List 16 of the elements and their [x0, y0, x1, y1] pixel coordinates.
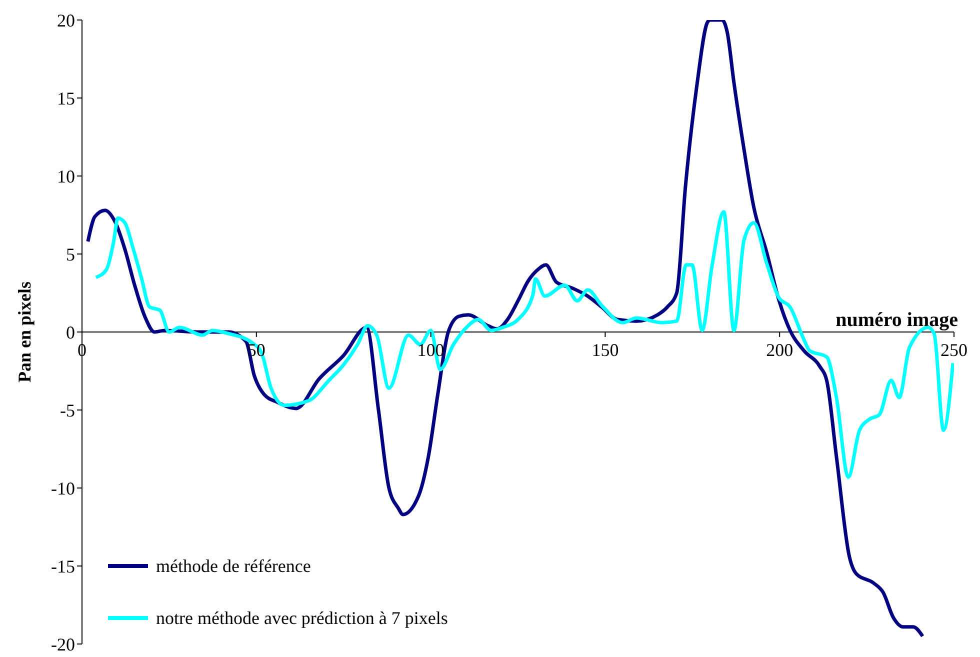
x-tick-label: 250	[940, 340, 968, 360]
y-tick-label: 5	[66, 244, 75, 264]
y-tick-label: -10	[51, 478, 75, 498]
y-tick-label: -15	[51, 556, 75, 576]
legend-label: méthode de référence	[156, 556, 311, 576]
y-tick-label: 0	[66, 322, 75, 342]
y-tick-label: 10	[57, 166, 75, 186]
y-tick-label: -20	[51, 634, 75, 654]
x-axis-title: numéro image	[836, 309, 958, 331]
y-tick-label: -5	[60, 400, 75, 420]
y-tick-label: 20	[57, 10, 75, 30]
x-tick-label: 150	[592, 340, 619, 360]
y-tick-label: 15	[57, 88, 75, 108]
x-tick-label: 200	[766, 340, 794, 360]
legend-label: notre méthode avec prédiction à 7 pixels	[156, 608, 448, 628]
y-axis-title: Pan en pixels	[14, 281, 34, 383]
